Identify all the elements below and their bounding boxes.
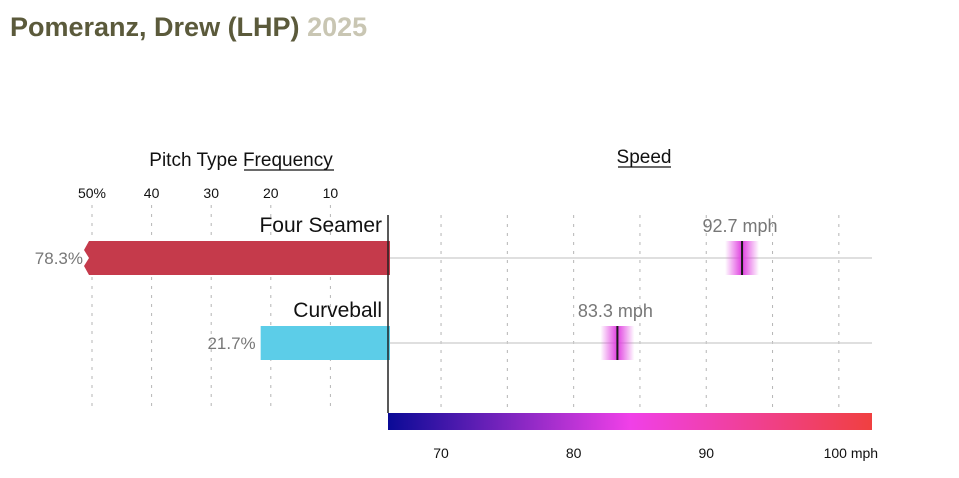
frequency-tick-label: 40 [144,185,160,201]
pitch-row: 78.3% Four Seamer 92.7 mph [35,214,872,275]
speed-tick-label: 100 mph [824,445,878,461]
frequency-value-label: 78.3% [35,249,83,268]
pitch-type-label: Curveball [293,299,382,322]
speed-value-label: 92.7 mph [703,216,778,236]
frequency-header: Pitch Type Frequency [149,150,333,171]
frequency-tick-label: 30 [203,185,219,201]
speed-tick-labels: 70 80 90 100 mph [433,445,878,461]
speed-tick-label: 70 [433,445,449,461]
pitch-rows: 78.3% Four Seamer 92.7 mph 21.7% Curveball 83… [35,214,872,360]
pitch-type-label: Four Seamer [259,214,382,237]
frequency-tick-label: 50% [78,185,106,201]
frequency-header-link: Frequency [243,150,333,171]
frequency-header-prefix: Pitch Type [149,150,237,171]
speed-value-label: 83.3 mph [578,301,653,321]
chart-title: Pomeranz, Drew (LHP) 2025 [10,12,367,43]
speed-grid [440,215,840,412]
player-name: Pomeranz, Drew (LHP) [10,12,300,42]
speed-scale-bar [388,413,872,430]
speed-tick-label: 90 [698,445,714,461]
season-year: 2025 [307,12,368,42]
pitch-row: 21.7% Curveball 83.3 mph [207,299,872,360]
speed-header: Speed [617,147,672,168]
frequency-bar [84,241,390,275]
frequency-tick-label: 10 [323,185,339,201]
speed-tick-label: 80 [566,445,582,461]
frequency-bar [260,326,390,360]
frequency-tick-labels: 50% 40 30 20 10 [78,185,338,201]
frequency-value-label: 21.7% [207,334,255,353]
frequency-tick-label: 20 [263,185,279,201]
frequency-grid [91,205,331,412]
